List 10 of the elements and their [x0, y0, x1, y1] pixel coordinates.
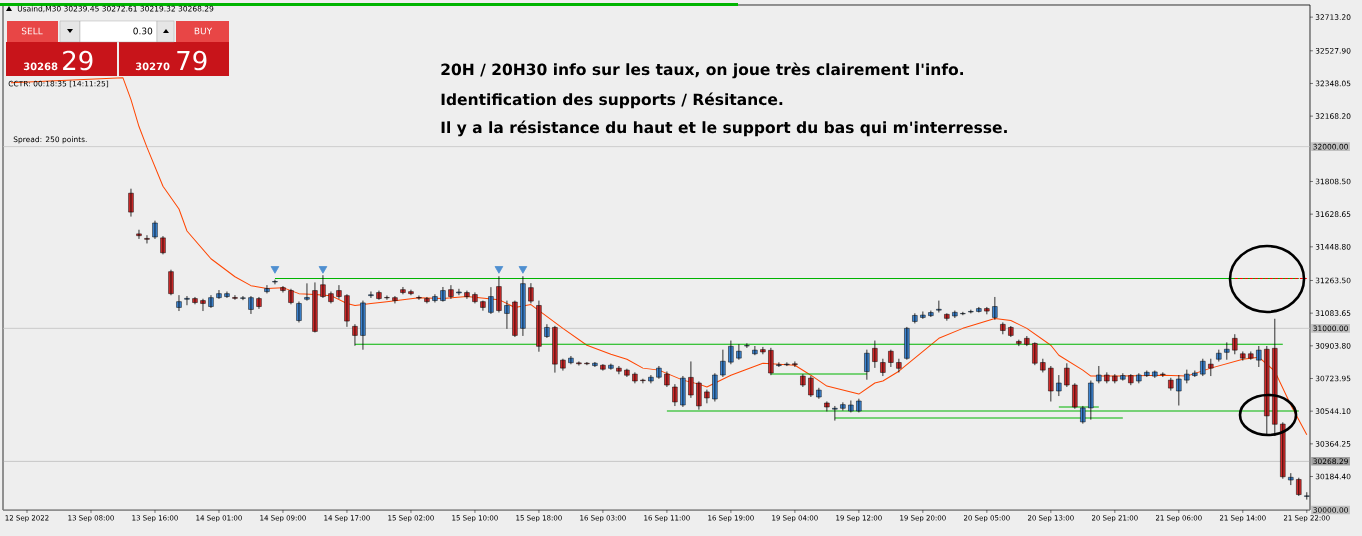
annotation: 0.30 — [133, 27, 153, 35]
annotation: Il y a la résistance du haut et le support du bas qui m'interresse. — [441, 120, 1007, 137]
annotation: 79 — [177, 50, 207, 71]
annotation: SELL — [21, 27, 43, 35]
annotation: 20H / 20H30 info sur les taux, on joue très clairement l'info. — [441, 62, 963, 79]
annotation: 30270 — [135, 62, 170, 71]
annotation: Identification des supports / Résitance. — [441, 92, 783, 109]
annotation: 29 — [63, 50, 93, 71]
annotation: BUY — [194, 27, 213, 35]
annotation: 30268 — [23, 62, 58, 71]
